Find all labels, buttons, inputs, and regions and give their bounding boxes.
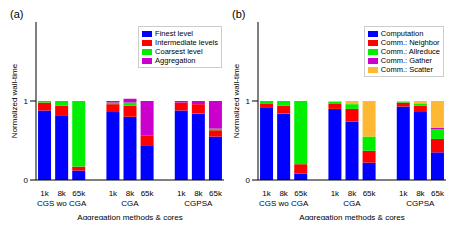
svg-text:8k: 8k [348, 189, 357, 198]
svg-text:65k: 65k [209, 189, 223, 198]
html-text:Computation: Computation [380, 29, 424, 38]
svg-text:CGA: CGA [121, 199, 139, 208]
svg-text:1: 1 [246, 97, 251, 106]
html-text:(a): (a) [10, 8, 24, 20]
html-text:Intermediate levels: Intermediate levels [155, 38, 218, 47]
html-text:Comm.: Allreduce: Comm.: Allreduce [380, 47, 440, 56]
html-text:Aggregation: Aggregation [155, 56, 196, 65]
svg-text:1k: 1k [109, 189, 118, 198]
svg-text:65k: 65k [363, 189, 377, 198]
html-text:Comm.: Neighbor: Comm.: Neighbor [380, 38, 440, 47]
svg-text:1k: 1k [399, 189, 408, 198]
svg-text:65k: 65k [294, 189, 308, 198]
svg-text:CGS wo CGA: CGS wo CGA [37, 199, 87, 208]
svg-text:65k: 65k [141, 189, 155, 198]
svg-text:65k: 65k [72, 189, 86, 198]
svg-text:8k: 8k [126, 189, 135, 198]
svg-text:CGPSA: CGPSA [406, 199, 435, 208]
svg-text:1k: 1k [177, 189, 186, 198]
html-text:Comm.: Gather: Comm.: Gather [380, 56, 433, 65]
svg-text:0: 0 [246, 176, 251, 185]
svg-text:1: 1 [24, 97, 29, 106]
html-text:Finest level: Finest level [155, 29, 193, 38]
svg-text:65k: 65k [431, 189, 445, 198]
svg-text:CGS wo CGA: CGS wo CGA [259, 199, 309, 208]
svg-text:8k: 8k [416, 189, 425, 198]
html-text:Comm.: Scatter: Comm.: Scatter [380, 65, 433, 74]
svg-text:1k: 1k [40, 189, 49, 198]
svg-text:8k: 8k [57, 189, 66, 198]
svg-text:1k: 1k [331, 189, 340, 198]
svg-text:CGA: CGA [343, 199, 361, 208]
svg-text:Normalized wall-time: Normalized wall-time [232, 63, 241, 138]
svg-text:8k: 8k [279, 189, 288, 198]
svg-text:1k: 1k [262, 189, 271, 198]
html-text:(b): (b) [232, 8, 246, 20]
svg-text:0: 0 [24, 176, 29, 185]
svg-text:Aggregation methods & cores: Aggregation methods & cores [299, 213, 404, 220]
svg-text:Normalized wall-time: Normalized wall-time [10, 63, 19, 138]
svg-text:Aggregation methods & cores: Aggregation methods & cores [77, 213, 182, 220]
html-text:Coarsest level: Coarsest level [155, 47, 203, 56]
svg-text:CGPSA: CGPSA [184, 199, 213, 208]
svg-text:8k: 8k [194, 189, 203, 198]
